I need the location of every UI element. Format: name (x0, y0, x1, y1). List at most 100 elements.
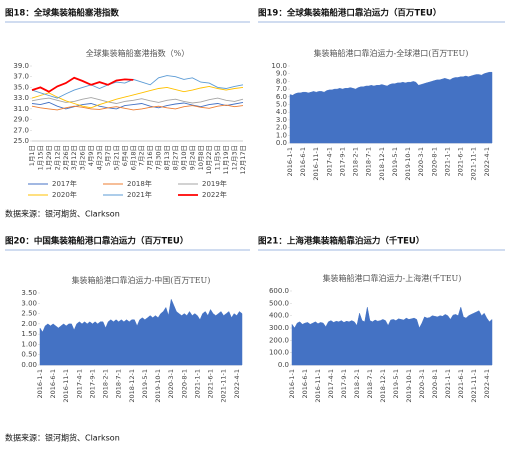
y-tick-label: 7.0 (276, 85, 287, 93)
x-tick-label: 2019-10-1 (154, 369, 162, 403)
x-tick-label: 2016-1-1 (286, 147, 294, 177)
heading: 图21：上海港集装箱船靠泊运力（千TEU） (258, 236, 424, 247)
x-tick-label: 2021-11-1 (470, 147, 478, 181)
x-tick-label: 2016-6-1 (49, 369, 57, 399)
y-tick-label: 600.0 (269, 287, 289, 295)
y-tick-label: 300.0 (269, 324, 289, 332)
y-tick-label: 1.00 (21, 340, 37, 348)
x-tick-label: 2016-6-1 (299, 147, 307, 177)
x-tick-label: 2018-7-1 (115, 369, 123, 399)
x-tick-label: 2022-4-1 (483, 147, 491, 177)
x-tick-label: 2020-3-1 (418, 369, 426, 399)
y-tick-label: 31.0 (13, 105, 29, 113)
legend-label: 2020年 (52, 190, 77, 199)
legend-label: 2018年 (127, 179, 152, 188)
y-tick-label: 10.0 (271, 62, 287, 70)
y-tick-label: 9.0 (276, 70, 287, 78)
heading: 图19：全球集装箱船港口靠泊运力（百万TEU） (258, 8, 441, 19)
legend-label: 2021年 (127, 190, 152, 199)
x-tick-label: 2018-7-1 (366, 369, 374, 399)
y-tick-label: 2.00 (21, 320, 37, 328)
series-line (31, 75, 244, 99)
x-tick-label: 5月7日 (104, 145, 112, 166)
x-tick-label: 2020-3-1 (167, 369, 175, 399)
y-tick-label: 29.0 (13, 116, 29, 124)
x-tick-label: 12月3日 (231, 145, 239, 170)
x-tick-label: 2017-9-1 (88, 369, 96, 399)
y-tick-label: 3.50 (21, 289, 37, 297)
y-tick-label: 39.0 (13, 62, 29, 70)
x-tick-label: 2月12日 (53, 145, 61, 170)
x-tick-label: 2021-1-1 (443, 147, 451, 177)
x-tick-label: 2019-10-1 (405, 369, 413, 403)
legend-label: 2022年 (202, 190, 227, 199)
x-tick-label: 2018-12-1 (128, 369, 136, 403)
x-tick-label: 2016-11-1 (314, 369, 322, 403)
x-tick-label: 2017-9-1 (340, 369, 348, 399)
series-line (31, 104, 244, 111)
x-tick-label: 2018-2-1 (102, 369, 110, 399)
x-tick-label: 2019-5-1 (141, 369, 149, 399)
x-tick-label: 3月12日 (70, 145, 78, 170)
y-tick-label: 2.0 (276, 124, 287, 132)
x-tick-label: 9月24日 (188, 145, 196, 170)
x-tick-label: 2017-4-1 (327, 369, 335, 399)
y-tick-label: 37.0 (13, 73, 29, 81)
y-tick-label: 0.50 (21, 351, 37, 359)
x-tick-label: 2017-4-1 (325, 147, 333, 177)
x-tick-label: 2021-6-1 (457, 369, 465, 399)
x-tick-label: 5月21日 (112, 145, 120, 170)
x-tick-label: 2021-1-1 (193, 369, 201, 399)
x-tick-label: 2018-2-1 (353, 369, 361, 399)
x-tick-label: 1月15日 (36, 145, 44, 170)
x-tick-label: 2018-12-1 (379, 369, 387, 403)
x-tick-label: 10月8日 (197, 145, 205, 170)
x-tick-label: 2019-5-1 (391, 147, 399, 177)
y-tick-label: 25.0 (13, 137, 29, 145)
legend-label: 2019年 (202, 179, 227, 188)
x-tick-label: 2016-1-1 (288, 369, 296, 399)
y-tick-label: 35.0 (13, 83, 29, 91)
x-tick-label: 7月2日 (138, 145, 146, 166)
series-line (31, 101, 244, 110)
source: 数据来源：银河期货、Clarkson (5, 433, 120, 443)
series-line (31, 76, 134, 93)
y-tick-label: 5.0 (276, 101, 287, 109)
y-tick-label: 4.0 (276, 108, 287, 116)
y-tick-label: 0.0 (276, 139, 287, 147)
x-tick-label: 2021-11-1 (470, 369, 478, 403)
x-tick-label: 1月29日 (45, 145, 53, 170)
x-tick-label: 2020-8-1 (431, 369, 439, 399)
area (289, 71, 493, 144)
x-tick-label: 12月17日 (239, 145, 247, 175)
y-tick-label: 8.0 (276, 77, 287, 85)
y-tick-label: 1.0 (276, 131, 287, 139)
y-tick-label: 1.50 (21, 330, 37, 338)
y-tick-label: 0.00 (21, 361, 37, 369)
x-tick-label: 2022-4-1 (233, 369, 241, 399)
x-tick-label: 3月26日 (79, 145, 87, 170)
x-tick-label: 6月18日 (129, 145, 137, 170)
x-tick-label: 2016-11-1 (62, 369, 70, 403)
heading: 图20：中国集装箱船港口靠泊运力（百万TEU） (5, 236, 188, 247)
x-tick-label: 9月10日 (180, 145, 188, 170)
x-tick-label: 2019-10-1 (404, 147, 412, 181)
x-tick-label: 2017-9-1 (338, 147, 346, 177)
source: 数据来源：银河期货、Clarkson (5, 209, 120, 219)
x-tick-label: 2021-6-1 (457, 147, 465, 177)
y-tick-label: 0.0 (278, 361, 289, 369)
x-tick-label: 2018-2-1 (352, 147, 360, 177)
heading: 图18：全球集装箱船塞港指数 (5, 8, 119, 19)
x-tick-label: 10月22日 (205, 145, 213, 175)
x-tick-label: 2020-8-1 (180, 369, 188, 399)
x-tick-label: 4月9日 (87, 145, 95, 166)
series-line (31, 97, 244, 104)
x-tick-label: 2021-6-1 (207, 369, 215, 399)
chart-title: 集装箱船港口靠泊运力-上海港(千TEU) (323, 273, 462, 283)
y-tick-label: 33.0 (13, 94, 29, 102)
y-tick-label: 3.00 (21, 299, 37, 307)
area (291, 306, 493, 366)
series-line (31, 85, 244, 109)
